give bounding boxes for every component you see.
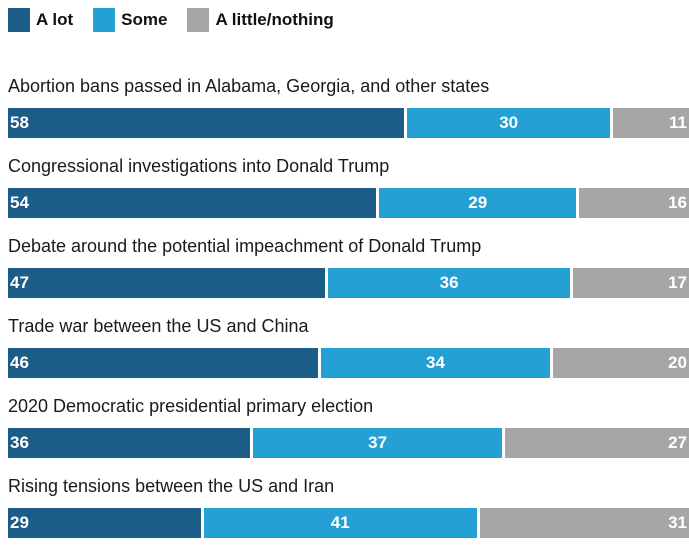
data-label: 34: [426, 353, 445, 372]
stacked-bar: 58 30 11: [8, 108, 689, 138]
chart-row: Abortion bans passed in Alabama, Georgia…: [8, 70, 689, 150]
bar-segment: 17: [573, 268, 689, 298]
legend-label: A little/nothing: [215, 10, 334, 29]
data-label: 27: [668, 433, 687, 452]
category-label: Abortion bans passed in Alabama, Georgia…: [8, 76, 490, 96]
chart-row: Trade war between the US and China 46 34 20: [8, 310, 689, 390]
legend-item: Some: [93, 8, 167, 32]
chart-rows: Abortion bans passed in Alabama, Georgia…: [8, 70, 689, 550]
bar-segment: 31: [479, 508, 689, 538]
bar-segment: 27: [505, 428, 689, 458]
chart-row: Debate around the potential impeachment …: [8, 230, 689, 310]
data-label: 31: [668, 513, 687, 532]
data-label: 54: [10, 193, 29, 212]
data-label: 29: [10, 513, 29, 532]
legend-label: Some: [121, 10, 168, 29]
bar-segment: 16: [578, 188, 689, 218]
legend-swatch: [8, 8, 30, 32]
legend-item: A little/nothing: [187, 8, 334, 32]
stacked-bar: 46 34 20: [8, 348, 689, 378]
bar-segment: 47: [8, 268, 329, 298]
bar-segment: 46: [8, 348, 322, 378]
data-label: 41: [330, 513, 350, 532]
stacked-bar: 29 41 31: [8, 508, 689, 538]
legend-item: A lot: [8, 8, 73, 32]
data-label: 36: [10, 433, 29, 452]
bar-segment: 41: [203, 508, 480, 538]
bar-segment: 37: [253, 428, 506, 458]
bar-segment: 34: [321, 348, 553, 378]
bar-segment: 11: [613, 108, 689, 138]
legend-swatch: [187, 8, 210, 32]
chart-row: Congressional investigations into Donald…: [8, 150, 689, 230]
stacked-bar: 54 29 16: [8, 188, 689, 218]
category-label: 2020 Democratic presidential primary ele…: [8, 396, 374, 416]
category-label: Rising tensions between the US and Iran: [8, 476, 335, 496]
data-label: 30: [499, 113, 519, 132]
data-label: 36: [439, 273, 459, 292]
data-label: 20: [668, 353, 687, 372]
legend: A lot Some A little/nothing: [8, 8, 354, 32]
legend-swatch: [93, 8, 116, 32]
bar-segment: 20: [552, 348, 689, 378]
chart-row: 2020 Democratic presidential primary ele…: [8, 390, 689, 470]
bar-segment: 58: [8, 108, 407, 138]
bar-segment: 29: [8, 508, 204, 538]
bar-segment: 36: [8, 428, 254, 458]
data-label: 29: [468, 193, 488, 212]
data-label: 11: [669, 113, 687, 132]
data-label: 17: [668, 273, 687, 292]
legend-label: A lot: [36, 10, 74, 29]
bar-segment: 54: [8, 188, 380, 218]
bar-segment: 29: [379, 188, 579, 218]
data-label: 46: [10, 353, 29, 372]
data-label: 58: [10, 113, 29, 132]
category-label: Trade war between the US and China: [8, 316, 309, 336]
data-label: 47: [10, 273, 29, 292]
bar-segment: 30: [406, 108, 614, 138]
bar-segment: 36: [328, 268, 574, 298]
stacked-bar: 36 37 27: [8, 428, 689, 458]
chart-row: Rising tensions between the US and Iran 2…: [8, 470, 689, 550]
data-label: 37: [368, 433, 388, 452]
category-label: Congressional investigations into Donald…: [8, 156, 390, 176]
data-label: 16: [668, 193, 687, 212]
category-label: Debate around the potential impeachment …: [8, 236, 482, 256]
stacked-bar: 47 36 17: [8, 268, 689, 298]
